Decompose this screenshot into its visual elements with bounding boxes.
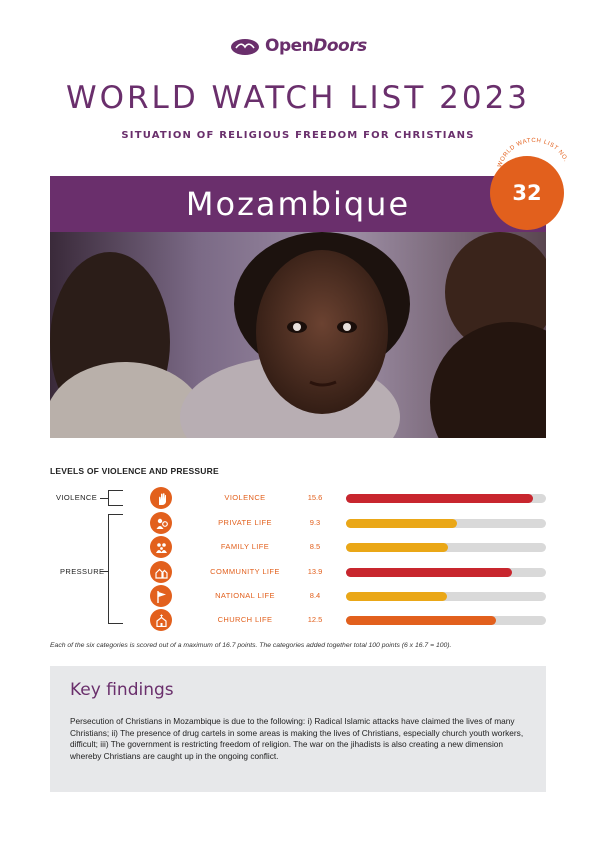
family-icon	[150, 536, 172, 558]
score-footnote: Each of the six categories is scored out…	[50, 642, 452, 649]
rank-circle: 32	[490, 156, 564, 230]
category-score: 8.4	[309, 591, 321, 600]
score-bar	[346, 568, 513, 577]
category-score: 12.5	[307, 615, 323, 624]
category-row: COMMUNITY LIFE 13.9	[150, 561, 546, 583]
key-findings-text: Persecution of Christians in Mozambique …	[70, 716, 524, 761]
hand-icon	[150, 487, 172, 509]
score-bar-track	[346, 616, 546, 625]
category-row: NATIONAL LIFE 8.4	[150, 585, 546, 607]
rank-badge: WORLD WATCH LIST NO. 32	[486, 132, 570, 230]
houses-icon	[150, 561, 172, 583]
church-icon	[150, 609, 172, 631]
key-findings-panel: Key findings Persecution of Christians i…	[50, 666, 546, 792]
page-title: WORLD WATCH LIST 2023	[65, 80, 531, 116]
violence-group-label: VIOLENCE	[56, 493, 98, 502]
flag-icon	[150, 585, 172, 607]
category-row: VIOLENCE 15.6	[150, 487, 546, 509]
score-bar	[346, 543, 448, 552]
score-bar	[346, 494, 533, 503]
category-label: PRIVATE LIFE	[218, 518, 272, 527]
violence-bracket	[108, 490, 123, 506]
pressure-tick	[100, 571, 108, 572]
score-bar-track	[346, 494, 546, 503]
score-bar-track	[346, 568, 546, 577]
score-bar-track	[346, 543, 546, 552]
category-row: FAMILY LIFE 8.5	[150, 536, 546, 558]
category-label: VIOLENCE	[224, 493, 266, 502]
cover-photo	[50, 232, 546, 438]
category-label: CHURCH LIFE	[217, 615, 273, 624]
category-label: FAMILY LIFE	[220, 542, 270, 551]
category-score: 15.6	[307, 493, 323, 502]
score-bar	[346, 519, 458, 528]
country-banner: Mozambique	[50, 176, 546, 232]
violence-tick	[100, 498, 108, 499]
category-score: 13.9	[307, 567, 323, 576]
levels-heading: LEVELS OF VIOLENCE AND PRESSURE	[50, 466, 219, 476]
rank-number: 32	[512, 181, 542, 205]
page-subtitle: SITUATION OF RELIGIOUS FREEDOM FOR CHRIS…	[121, 130, 475, 141]
score-bar-track	[346, 519, 546, 528]
pressure-bracket	[108, 514, 123, 624]
person-icon	[150, 512, 172, 534]
pressure-group-label: PRESSURE	[60, 567, 105, 576]
category-row: PRIVATE LIFE 9.3	[150, 512, 546, 534]
country-name: Mozambique	[185, 185, 411, 223]
score-bar	[346, 592, 447, 601]
category-label: NATIONAL LIFE	[215, 591, 275, 600]
score-bar-track	[346, 592, 546, 601]
category-row: CHURCH LIFE 12.5	[150, 609, 546, 631]
open-doors-logo: OpenDoors	[230, 36, 367, 56]
key-findings-title: Key findings	[70, 680, 174, 700]
category-label: COMMUNITY LIFE	[210, 567, 280, 576]
category-score: 9.3	[309, 518, 321, 527]
score-bar	[346, 616, 496, 625]
dove-hands-icon	[231, 39, 259, 55]
logo-text: OpenDoors	[265, 36, 367, 56]
category-score: 8.5	[309, 542, 321, 551]
